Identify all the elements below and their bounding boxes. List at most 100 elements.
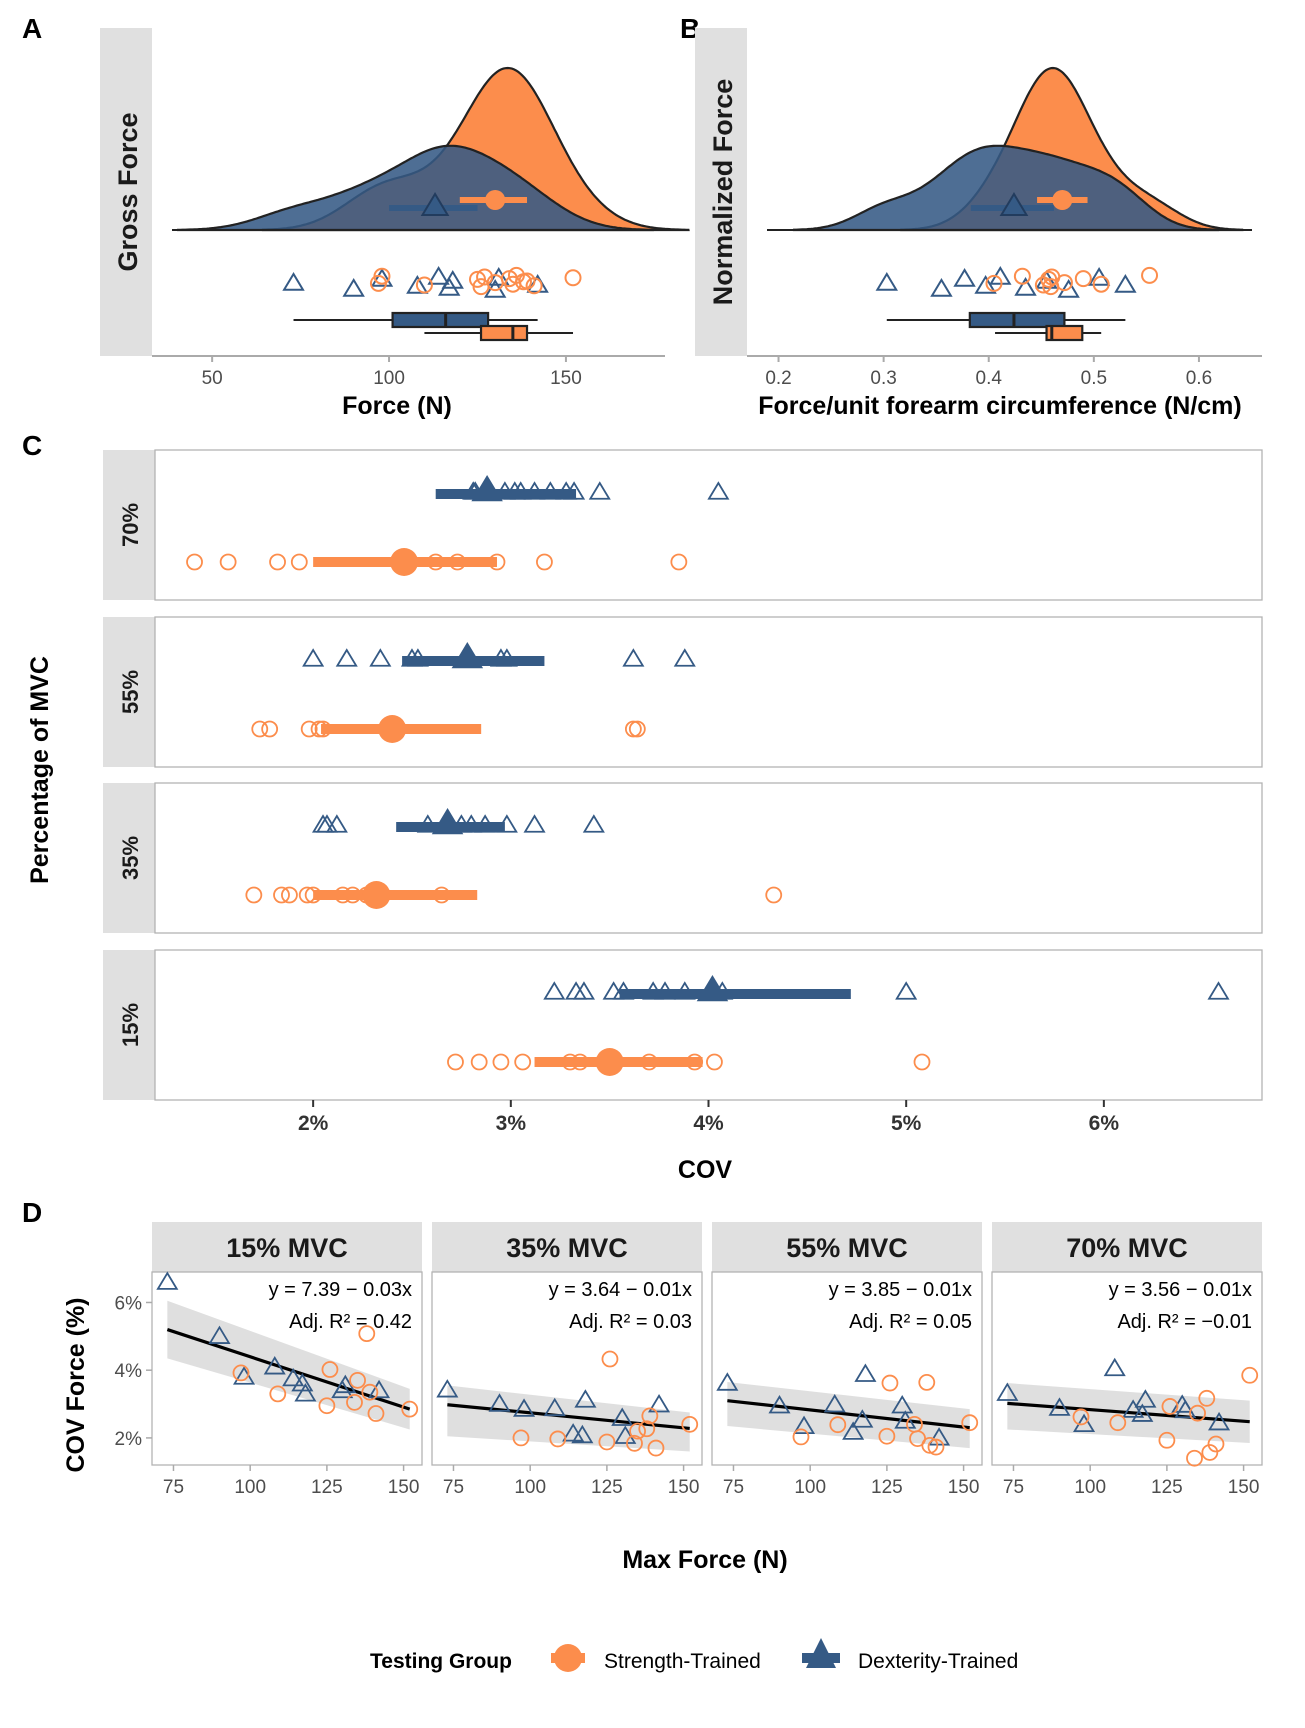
strip-d xyxy=(432,1222,702,1272)
strip-d xyxy=(712,1222,982,1272)
point-strength xyxy=(641,1407,659,1425)
point-dexterity xyxy=(930,278,953,297)
point-strength xyxy=(1198,1389,1216,1407)
point-dexterity xyxy=(156,1271,179,1290)
point-strength xyxy=(349,1371,366,1389)
point-strength xyxy=(647,1439,665,1457)
density-dexterity xyxy=(176,144,655,232)
point-strength xyxy=(251,720,269,738)
strip-label-d: 70% MVC xyxy=(1066,1233,1188,1263)
point-dexterity xyxy=(334,1374,357,1394)
x-tick-label: 75 xyxy=(163,1477,184,1498)
mean-dexterity xyxy=(471,475,503,502)
x-tick-label: 150 xyxy=(550,368,582,389)
point-strength xyxy=(927,1438,945,1456)
point-strength xyxy=(281,886,298,904)
point-strength xyxy=(401,1400,419,1418)
density-dexterity xyxy=(792,144,1220,232)
plot-area-c: 70% 55% 35% 15% 2% 3% 4% 5% 6% xyxy=(103,449,1263,1135)
r-squared: Adj. R² = 0.03 xyxy=(569,1311,692,1333)
regression-equation: y = 7.39 − 0.03x xyxy=(269,1279,412,1301)
point-dexterity xyxy=(1114,274,1137,293)
x-tick-label: 0.4 xyxy=(976,368,1003,389)
boxplot-dexterity-box xyxy=(391,311,490,329)
point-strength xyxy=(829,1416,847,1434)
strip-label-c: 55% xyxy=(118,670,143,714)
point-strength xyxy=(1158,1431,1176,1449)
strip-c xyxy=(103,950,155,1100)
point-strength xyxy=(681,1415,699,1433)
y-tick-label: 6% xyxy=(115,1293,143,1314)
point-dexterity xyxy=(572,981,596,1000)
point-dexterity xyxy=(854,1363,877,1382)
point-strength xyxy=(321,1361,339,1378)
mean-strength xyxy=(362,881,391,909)
x-tick-label: 3% xyxy=(496,1112,527,1135)
point-strength xyxy=(598,1433,616,1451)
x-tick-label: 125 xyxy=(1151,1477,1183,1498)
point-dexterity xyxy=(842,1421,865,1440)
x-tick-label: 0.2 xyxy=(765,368,791,389)
point-strength xyxy=(624,720,642,738)
point-dexterity xyxy=(1057,279,1080,298)
point-strength xyxy=(878,1427,896,1445)
point-strength xyxy=(913,1053,931,1071)
x-tick-label: 125 xyxy=(311,1477,343,1498)
point-dexterity xyxy=(1073,1413,1096,1433)
regression-equation: y = 3.56 − 0.01x xyxy=(1109,1279,1252,1301)
x-tick-label: 100 xyxy=(373,368,405,389)
point-strength xyxy=(1241,1366,1259,1384)
point-dexterity xyxy=(335,648,358,667)
point-dexterity xyxy=(282,1367,305,1387)
point-strength xyxy=(1072,1408,1090,1426)
mean-strength xyxy=(1052,190,1073,210)
point-strength xyxy=(564,269,582,287)
point-strength xyxy=(245,886,263,904)
regression-line xyxy=(166,1328,411,1411)
mean-dexterity xyxy=(451,642,484,669)
x-tick-label: 0.5 xyxy=(1081,368,1107,389)
point-strength xyxy=(1055,274,1073,292)
point-strength xyxy=(921,1436,939,1454)
x-tick-label: 0.6 xyxy=(1186,368,1212,389)
point-strength xyxy=(269,553,286,571)
strip-label-c: 15% xyxy=(118,1003,143,1047)
strip-c xyxy=(103,450,155,600)
mean-strength xyxy=(390,548,419,576)
mean-dexterity xyxy=(999,192,1029,216)
regression-line xyxy=(1007,1401,1250,1424)
point-dexterity xyxy=(263,1356,286,1375)
point-dexterity xyxy=(441,270,464,289)
x-tick-label: 100 xyxy=(514,1477,546,1498)
r-squared: Adj. R² = −0.01 xyxy=(1117,1311,1252,1333)
point-dexterity xyxy=(294,1383,317,1402)
legend-item-dexterity: Dexterity-Trained xyxy=(802,1638,1018,1673)
facet-frame xyxy=(154,616,1263,768)
x-axis-title-a: Force (N) xyxy=(342,392,452,420)
facet-d-3: 55% MVC y = 3.85 − 0.01x Adj. R² = 0.05 75 1… xyxy=(711,1222,983,1498)
boxplot-dexterity-box xyxy=(968,311,1066,329)
point-dexterity xyxy=(823,1393,846,1413)
point-dexterity xyxy=(325,814,348,833)
strip-label-a: Gross Force xyxy=(113,112,143,271)
point-dexterity xyxy=(1174,1399,1197,1419)
point-strength xyxy=(881,1374,899,1392)
facet-frame xyxy=(154,782,1263,934)
x-tick-label: 100 xyxy=(794,1477,826,1498)
legend-item-strength: Strength-Trained xyxy=(551,1644,761,1673)
panel-c: Percentage of MVC 70% 55% 35% 15% 2% 3% 4% 5% 6%… xyxy=(26,449,1263,1184)
point-dexterity xyxy=(368,1379,391,1399)
point-strength xyxy=(300,720,318,738)
point-dexterity xyxy=(369,648,392,667)
point-strength xyxy=(361,1383,379,1401)
point-strength xyxy=(706,1053,723,1071)
point-strength xyxy=(985,274,1003,292)
point-dexterity xyxy=(894,1410,917,1429)
point-strength xyxy=(269,1385,287,1403)
panel-b: Normalized Force 0.2 0.3 0.4 0.5 0.6 Force/u… xyxy=(695,28,1262,420)
point-strength xyxy=(232,1364,250,1382)
point-dexterity xyxy=(996,1382,1019,1401)
point-strength xyxy=(273,886,290,904)
point-strength xyxy=(549,1430,567,1448)
point-dexterity xyxy=(1208,1411,1231,1431)
